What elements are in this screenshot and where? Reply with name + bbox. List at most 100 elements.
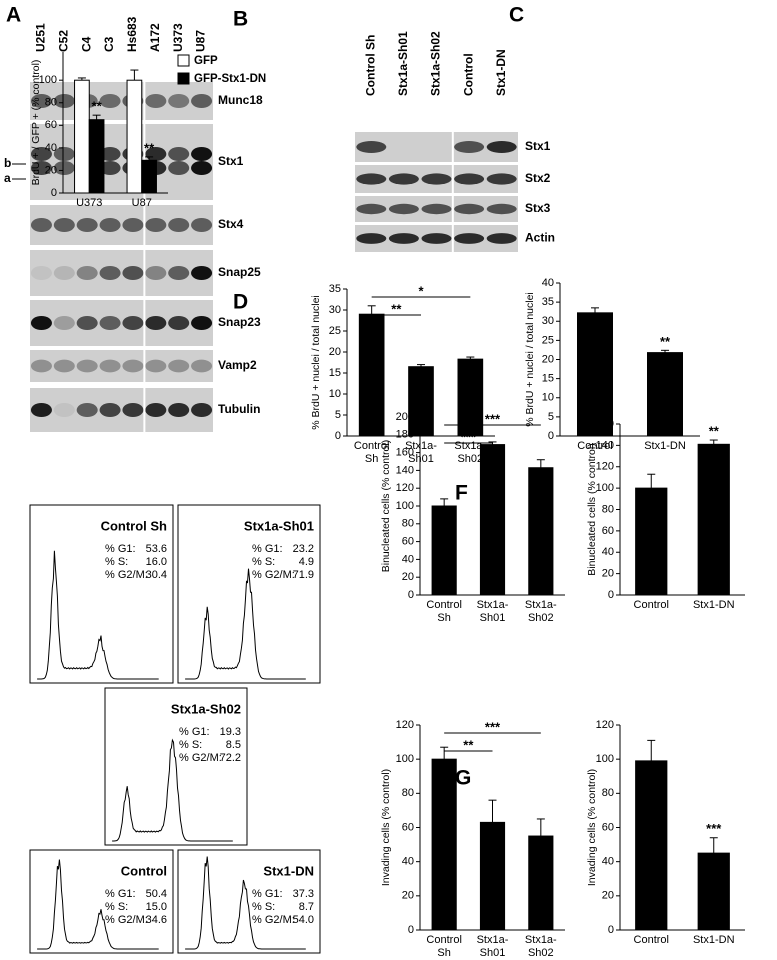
band xyxy=(168,403,190,417)
band xyxy=(53,218,75,232)
row-label: Tubulin xyxy=(218,402,260,416)
lane-label: C52 xyxy=(56,30,70,52)
x-label-box: Control Sh xyxy=(426,934,462,959)
band xyxy=(145,316,167,330)
bar xyxy=(528,835,554,931)
stat-label: % S: xyxy=(105,901,128,913)
band xyxy=(30,359,52,373)
x-tick-label: Control xyxy=(577,440,613,452)
y-tick-label: 40 xyxy=(402,856,414,868)
band xyxy=(191,218,213,232)
band xyxy=(191,161,213,175)
bar xyxy=(126,79,143,194)
y-tick-label: 120 xyxy=(596,719,614,731)
x-tick-label: U87 xyxy=(131,197,152,209)
y-tick-label: 35 xyxy=(542,296,554,308)
band xyxy=(99,316,121,330)
band xyxy=(145,359,167,373)
band xyxy=(30,218,52,232)
stat-label: % G1: xyxy=(252,543,283,555)
histogram xyxy=(37,550,159,680)
significance: *** xyxy=(485,411,501,426)
stat-label: % G2/M: xyxy=(105,914,148,926)
band xyxy=(168,218,190,232)
y-tick-label: 5 xyxy=(548,411,554,423)
y-tick-label: 15 xyxy=(329,367,341,379)
band xyxy=(356,203,387,215)
stat-label: % S: xyxy=(179,739,202,751)
y-tick-label: 40 xyxy=(45,142,57,154)
band xyxy=(30,94,52,108)
bar xyxy=(577,312,613,437)
row-label: Vamp2 xyxy=(218,358,257,372)
stat-label: % G1: xyxy=(105,888,136,900)
band xyxy=(53,403,75,417)
panel-letter: G xyxy=(455,767,471,790)
band xyxy=(168,266,190,280)
band xyxy=(99,218,121,232)
band xyxy=(145,147,167,161)
band xyxy=(454,141,485,153)
histogram xyxy=(37,859,159,950)
stat-value: 4.9 xyxy=(299,556,314,568)
panel-letter: A xyxy=(6,4,21,27)
y-axis-label: Invading cells (% control) xyxy=(586,769,598,886)
x-label-box: Control xyxy=(634,934,669,946)
band xyxy=(53,147,75,161)
band xyxy=(191,147,213,161)
panel-letter: D xyxy=(233,291,248,314)
legend-swatch xyxy=(177,54,190,67)
band xyxy=(388,173,419,185)
band xyxy=(30,147,52,161)
y-tick-label: 80 xyxy=(602,787,614,799)
band xyxy=(356,173,387,185)
significance: * xyxy=(418,283,424,298)
lane-label: Control Sh xyxy=(363,35,377,96)
band-mark: b xyxy=(4,156,11,170)
band xyxy=(145,218,167,232)
significance: *** xyxy=(485,719,501,734)
row-label: Stx2 xyxy=(525,171,551,185)
y-axis-label: Invading cells (% control) xyxy=(380,769,392,886)
stat-label: % G1: xyxy=(105,543,136,555)
band xyxy=(486,233,517,244)
lane-label: Hs683 xyxy=(125,16,139,52)
band xyxy=(421,233,452,244)
bar xyxy=(408,366,434,437)
stat-label: % G2/M: xyxy=(105,569,148,581)
band xyxy=(99,266,121,280)
band xyxy=(53,316,75,330)
band xyxy=(76,218,98,232)
row-label: Stx1 xyxy=(218,154,244,168)
stat-label: % G1: xyxy=(252,888,283,900)
lane-label: Stx1-DN xyxy=(494,49,508,96)
stat-value: 8.5 xyxy=(226,739,241,751)
y-tick-label: 25 xyxy=(542,334,554,346)
band xyxy=(454,173,485,185)
lane-label: U251 xyxy=(34,23,48,52)
band xyxy=(145,94,167,108)
y-tick-label: 25 xyxy=(329,325,341,337)
row-label: Munc18 xyxy=(218,93,263,107)
y-tick-label: 200 xyxy=(396,411,414,423)
significance: *** xyxy=(706,821,722,836)
band xyxy=(99,147,121,161)
band xyxy=(191,359,213,373)
y-tick-label: 40 xyxy=(402,553,414,565)
x-tick-label: Control xyxy=(633,599,669,611)
row-label: Actin xyxy=(525,231,555,245)
band xyxy=(454,233,485,244)
band xyxy=(191,94,213,108)
y-tick-label: 80 xyxy=(402,787,414,799)
lane-label: C4 xyxy=(79,36,93,52)
x-tick-label: Control Sh xyxy=(426,934,462,959)
flow-box xyxy=(177,504,321,684)
stat-label: % G1: xyxy=(179,726,210,738)
x-label-box: Stx1a- Sh01 xyxy=(477,599,509,624)
band xyxy=(356,233,387,244)
legend-swatch xyxy=(177,72,190,85)
y-tick-label: 5 xyxy=(335,409,341,421)
band xyxy=(168,359,190,373)
legend-label: GFP-Stx1-DN xyxy=(194,73,266,85)
y-tick-label: 140 xyxy=(396,464,414,476)
